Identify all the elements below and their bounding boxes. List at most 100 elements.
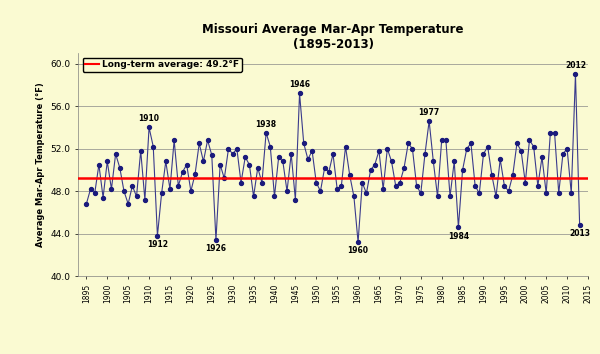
Y-axis label: Average Mar-Apr Temperature (°F): Average Mar-Apr Temperature (°F): [35, 82, 44, 247]
Point: [554, 190, 563, 196]
Text: 1984: 1984: [448, 232, 469, 240]
Point: [152, 233, 162, 239]
Point: [303, 156, 313, 162]
Point: [249, 194, 259, 199]
Point: [366, 167, 376, 173]
Point: [220, 176, 229, 181]
Point: [253, 165, 263, 171]
Point: [541, 190, 551, 196]
Point: [140, 197, 149, 202]
Point: [387, 159, 397, 164]
Point: [98, 195, 108, 200]
Title: Missouri Average Mar-Apr Temperature
(1895-2013): Missouri Average Mar-Apr Temperature (18…: [202, 23, 464, 51]
Point: [349, 194, 359, 199]
Point: [241, 154, 250, 160]
Point: [550, 130, 559, 136]
Point: [362, 190, 371, 196]
Point: [182, 162, 191, 167]
Point: [391, 183, 401, 189]
Point: [128, 183, 137, 189]
Point: [562, 146, 572, 152]
Point: [491, 194, 501, 199]
Point: [449, 159, 459, 164]
Point: [529, 144, 538, 149]
Point: [407, 146, 417, 152]
Point: [161, 159, 170, 164]
Point: [311, 180, 321, 185]
Point: [119, 188, 129, 194]
Point: [103, 159, 112, 164]
Point: [483, 144, 493, 149]
Point: [500, 183, 509, 189]
Text: 1912: 1912: [147, 240, 168, 249]
Point: [479, 151, 488, 157]
Point: [545, 130, 555, 136]
Point: [437, 137, 446, 143]
Point: [236, 180, 246, 185]
Point: [90, 190, 100, 196]
Text: 2012: 2012: [565, 61, 586, 70]
Point: [533, 183, 542, 189]
Point: [157, 190, 166, 196]
Point: [520, 180, 530, 185]
Point: [211, 237, 221, 243]
Point: [299, 141, 308, 146]
Point: [274, 154, 283, 160]
Point: [257, 180, 267, 185]
Point: [353, 239, 363, 245]
Point: [508, 172, 518, 178]
Text: 1938: 1938: [256, 120, 277, 129]
Point: [379, 186, 388, 192]
Point: [82, 201, 91, 207]
Point: [265, 144, 275, 149]
Point: [111, 151, 121, 157]
Point: [178, 169, 187, 175]
Point: [374, 148, 384, 154]
Point: [124, 201, 133, 207]
Point: [416, 190, 425, 196]
Point: [199, 159, 208, 164]
Point: [558, 151, 568, 157]
Point: [224, 146, 233, 152]
Point: [190, 171, 200, 177]
Point: [428, 159, 438, 164]
Point: [512, 141, 522, 146]
Point: [424, 118, 434, 124]
Point: [566, 190, 576, 196]
Point: [433, 194, 442, 199]
Text: 1926: 1926: [205, 244, 226, 253]
Text: 1946: 1946: [289, 80, 310, 89]
Point: [173, 183, 183, 189]
Point: [571, 72, 580, 77]
Point: [320, 165, 329, 171]
Point: [524, 137, 534, 143]
Point: [194, 141, 204, 146]
Point: [86, 186, 95, 192]
Point: [445, 194, 455, 199]
Point: [358, 180, 367, 185]
Point: [496, 156, 505, 162]
Point: [215, 162, 225, 167]
Point: [148, 144, 158, 149]
Point: [475, 190, 484, 196]
Text: 1977: 1977: [419, 108, 440, 117]
Point: [245, 162, 254, 167]
Point: [203, 137, 212, 143]
Point: [458, 167, 467, 173]
Point: [399, 165, 409, 171]
Point: [470, 183, 480, 189]
Point: [186, 188, 196, 194]
Point: [412, 183, 421, 189]
Point: [282, 188, 292, 194]
Point: [441, 137, 451, 143]
Point: [403, 141, 413, 146]
Point: [286, 151, 296, 157]
Point: [383, 146, 392, 152]
Point: [290, 197, 300, 202]
Point: [228, 151, 238, 157]
Point: [165, 186, 175, 192]
Point: [232, 146, 242, 152]
Point: [454, 224, 463, 230]
Point: [295, 91, 304, 96]
Text: 2013: 2013: [569, 229, 590, 238]
